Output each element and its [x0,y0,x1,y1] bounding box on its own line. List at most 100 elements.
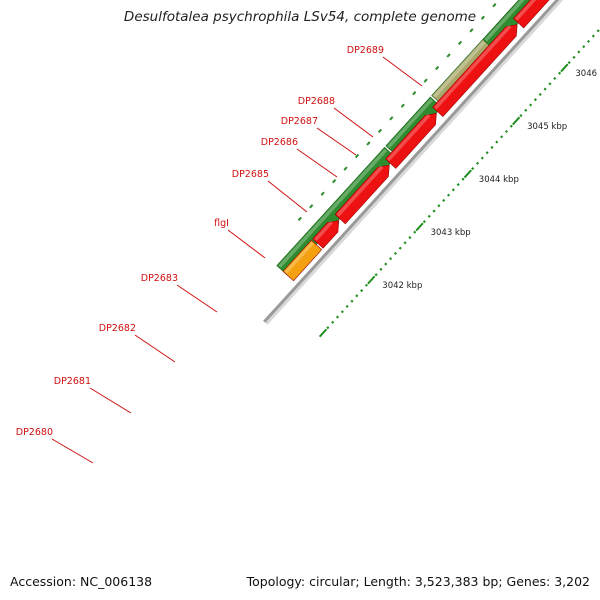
topology-label: Topology: circular; Length: 3,523,383 bp… [244,574,592,589]
scale-label: 3043 kbp [431,228,471,238]
ruler-minor-tick [379,267,383,271]
ruler-minor-tick [582,45,586,49]
gene-label-leader [296,148,338,178]
ruler-minor-tick [524,108,528,112]
ruler-major-tick [512,116,521,126]
ruler-minor-tick [350,299,354,303]
strand-dash [377,128,382,134]
gene-label: DP2680 [16,427,53,438]
ruler-minor-tick [442,198,446,202]
forward-gene-highlight [484,0,525,42]
forward-gene [276,146,397,277]
ruler-minor-tick [533,98,537,102]
gene-tracks [276,0,550,282]
ruler-minor-tick [485,151,489,155]
gene-label: DP2682 [99,323,136,334]
gene-label-leader [51,438,94,464]
strand-dash [343,166,348,171]
strand-dash [297,216,302,222]
reverse-gene-highlight [336,165,384,217]
gene-label-leader [176,284,218,313]
ruler-minor-tick [471,167,475,171]
ruler-minor-tick [427,214,431,218]
gene-label-leader [382,56,423,87]
backbone-line [263,0,560,323]
gene-label: DP2685 [232,169,269,180]
ruler-minor-tick [413,230,417,234]
ruler-minor-tick [355,294,359,298]
ruler-minor-tick [509,124,513,128]
ruler-minor-tick [495,140,499,144]
ruler-minor-tick [504,129,509,134]
ruler-minor-tick [393,251,397,255]
ruler-major-tick [560,63,569,73]
gene-label: DP2683 [141,273,178,284]
accession-label: Accession: NC_006138 [8,574,155,589]
gene-label-leader [134,334,176,363]
ruler-major-tick [318,328,328,338]
strand-dash [435,65,440,71]
strand-dash [423,78,428,83]
ruler-minor-tick [553,76,557,81]
gene-label-leader [89,387,132,414]
map-title: Desulfotalea psychrophila LSv54, complet… [123,9,477,25]
genome-backbone [263,0,564,325]
reverse-gene [512,0,550,29]
gene-label: flgI [214,218,229,229]
ruler-minor-tick [591,34,595,38]
kbp-ruler: 3042 kbp 3043 kbp 3044 kbp 3045 kbp 3046 kbp… [318,29,600,338]
ruler-minor-tick [360,288,364,293]
ruler-major-tick [463,169,472,179]
strand-dash [480,15,485,20]
ruler-minor-tick [490,145,494,149]
ruler-minor-tick [335,315,340,319]
ruler-minor-tick [389,257,393,261]
gene-label: DP2689 [347,45,384,56]
ruler-minor-tick [331,320,335,324]
reverse-gene [312,220,340,249]
scale-label: 3045 kbp [527,122,567,132]
ruler-minor-tick [408,235,412,240]
ruler-minor-tick [384,262,388,266]
reverse-gene-highlight [284,241,314,274]
ruler-minor-tick [437,204,441,208]
reverse-gene [282,239,323,282]
backbone-shadow [264,0,564,325]
strand-dash [492,3,497,8]
ruler-minor-tick [461,177,465,181]
ruler-minor-tick [340,310,344,314]
gene-labels: DP2680 DP2681 DP2682 DP2683 flgI DP2685 DP2686… [16,45,423,464]
strand-dash [354,153,360,159]
gene-label: DP2686 [261,137,298,148]
strand-dash [400,103,405,108]
reverse-gene-highlight [514,0,537,21]
forward-gene-highlight [433,40,486,98]
gene-label-leader [267,180,308,213]
gene-label-leader [316,127,357,156]
strand-dash [389,116,394,121]
ruler-minor-tick [422,220,426,224]
forward-gene [431,38,495,107]
ruler-minor-tick [364,283,369,287]
ruler-minor-tick [548,82,552,86]
ruler-minor-tick [326,326,330,330]
strand-dash [412,91,417,96]
gene-label: DP2688 [298,96,335,107]
strand-dash [457,40,463,46]
ruler-minor-tick [543,87,547,91]
scale-label: 3046 kbp [575,69,600,79]
reverse-gene-highlight [314,221,333,242]
ruler-minor-tick [596,29,600,33]
strand-dash [446,53,451,58]
ruler-major-tick [415,222,424,232]
ruler-minor-tick [374,273,378,277]
ruler-minor-tick [475,161,480,165]
gene-label: DP2681 [54,376,91,387]
scale-label: 3042 kbp [382,281,422,291]
ruler-minor-tick [567,61,571,65]
reverse-gene [385,113,437,169]
ruler-minor-tick [529,103,533,107]
ruler-minor-tick [538,92,542,96]
strand-dash [469,28,474,33]
